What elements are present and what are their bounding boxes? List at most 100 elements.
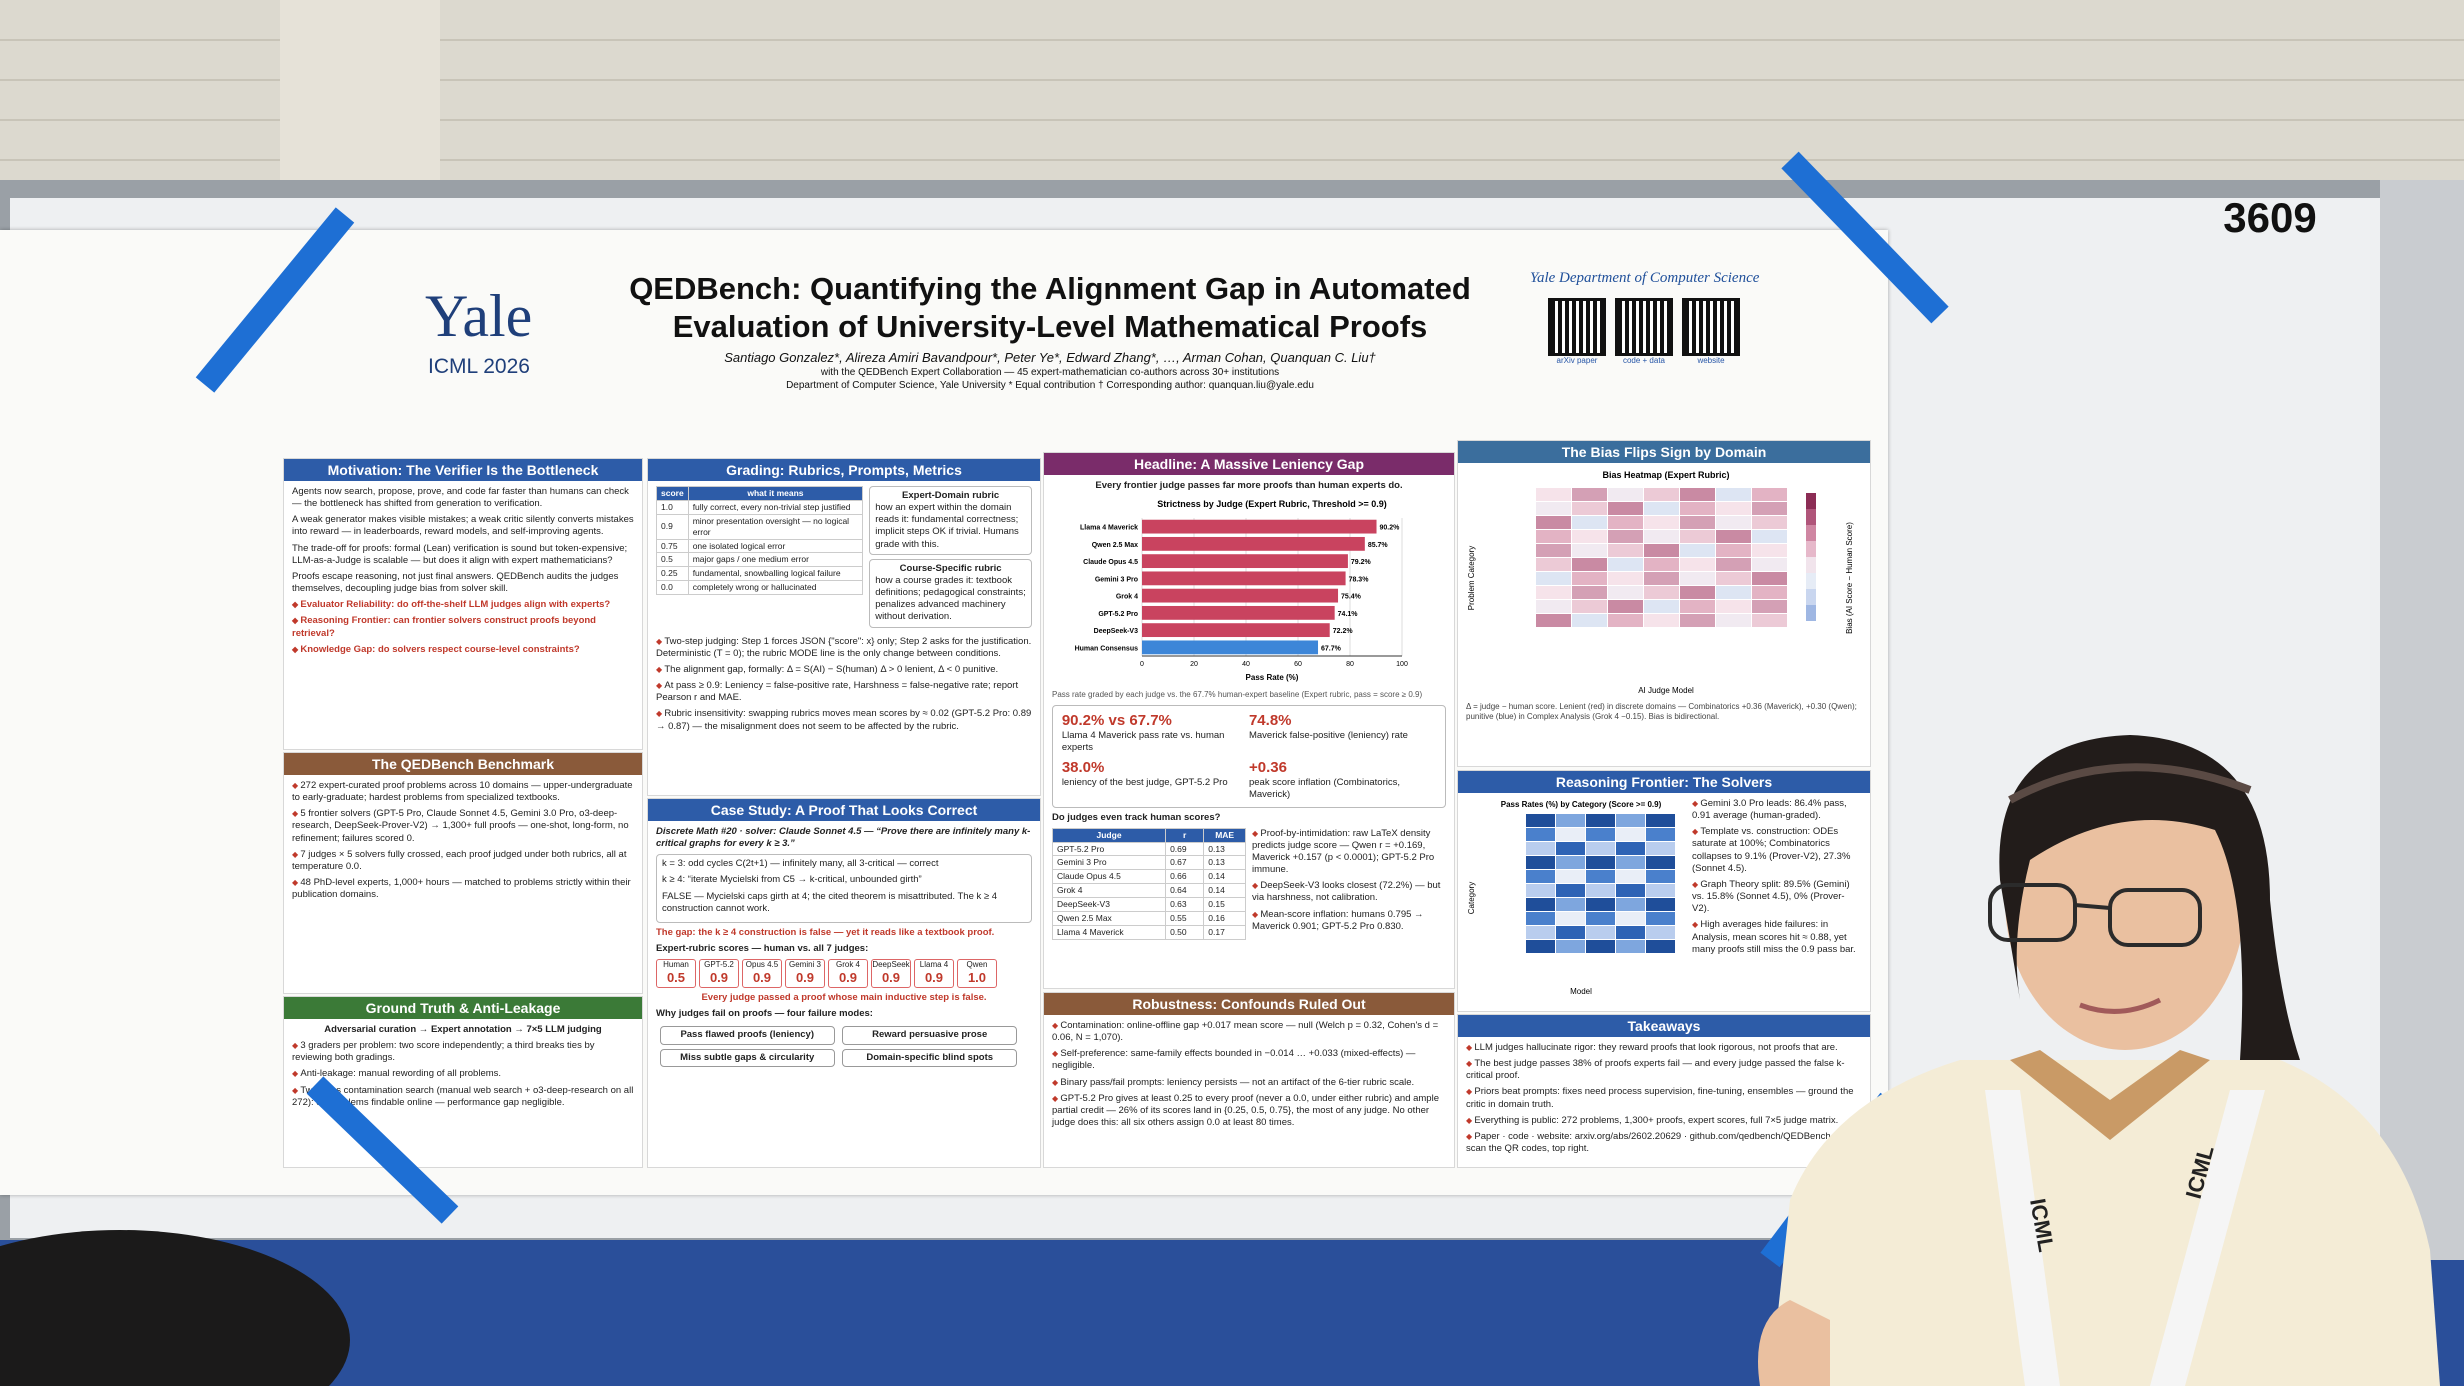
heatmap-cell	[1556, 842, 1585, 855]
heatmap-cell	[1616, 898, 1645, 911]
heatmap-cell	[1556, 926, 1585, 939]
heatmap-cell	[1752, 586, 1787, 599]
problem: Discrete Math #20 · solver: Claude Sonne…	[656, 826, 1031, 850]
heatmap-cell	[1616, 912, 1645, 925]
section-title: The QEDBench Benchmark	[284, 753, 642, 775]
heatmap-cell	[1536, 488, 1571, 501]
heatmap-cell	[1716, 530, 1751, 543]
section: Takeaways LLM judges hallucinate rigor: …	[1457, 1014, 1871, 1168]
heatmap-cell	[1536, 600, 1571, 613]
cell: 0.5	[656, 552, 689, 568]
chip-score: 1.0	[967, 970, 987, 986]
rubrics: Expert-Domain rubric how an expert within…	[869, 486, 1032, 632]
chip-score: 0.5	[666, 970, 686, 986]
colorbar	[1806, 589, 1816, 605]
heatmap-cell	[1716, 558, 1751, 571]
heatmap-cell	[1526, 884, 1555, 897]
pillar	[280, 0, 440, 200]
heatmap-cell	[1572, 544, 1607, 557]
section-title: Headline: A Massive Leniency Gap	[1044, 453, 1454, 475]
list: Contamination: online-offline gap +0.017…	[1052, 1020, 1446, 1129]
heatmap-cell	[1644, 488, 1679, 501]
section: Robustness: Confounds Ruled Out Contamin…	[1043, 992, 1455, 1168]
qr-code	[1682, 298, 1740, 356]
heatmap-cell	[1644, 558, 1679, 571]
heatmap-cell	[1526, 870, 1555, 883]
heatmap-cell	[1536, 586, 1571, 599]
chip-judge: Opus 4.5	[745, 960, 779, 970]
cell: 0.15	[1203, 897, 1246, 912]
list-item: Agents now search, propose, prove, and c…	[292, 486, 629, 510]
y-tick-label: Qwen 2.5 Max	[1092, 542, 1138, 549]
heatmap-cell	[1608, 586, 1643, 599]
cell: Qwen 2.5 Max	[1051, 910, 1167, 926]
heatmap-cell	[1526, 814, 1555, 827]
pipeline: Adversarial curation → Expert annotation…	[324, 1024, 602, 1035]
heatmap-cell	[1572, 558, 1607, 571]
heatmap-cell	[1680, 586, 1715, 599]
table-header: score what it means	[656, 486, 864, 501]
heatmap-cell	[1680, 544, 1715, 557]
heatmap-cell	[1646, 940, 1675, 953]
heatmap-cell	[1644, 530, 1679, 543]
cell: 0.16	[1203, 910, 1246, 926]
section: Case Study: A Proof That Looks Correct D…	[647, 798, 1041, 1168]
x-tick-label: 0	[1140, 661, 1144, 668]
heatmap-cell	[1572, 572, 1607, 585]
table-row: Gemini 3 Pro 0.67 0.13	[1051, 855, 1246, 871]
score-chips: Human 0.5 GPT-5.2 0.9 Opus 4.5 0.9 Gemini 3 0.9…	[656, 959, 1032, 989]
chip-score: 0.9	[924, 970, 944, 986]
data-label: 85.7%	[1368, 542, 1389, 549]
data-label: 90.2%	[1380, 525, 1401, 532]
section-body: Adversarial curation → Expert annotation…	[284, 1019, 642, 1118]
heatmap-cell	[1644, 544, 1679, 557]
table-row: 0.9 minor presentation oversight — no log…	[656, 513, 864, 540]
title: Evaluation of University-Level Mathemati…	[672, 309, 1428, 344]
heatmap-cell	[1680, 614, 1715, 627]
table-row: 0.25 fundamental, snowballing logical fai…	[656, 566, 864, 582]
data-label: 72.2%	[1333, 628, 1354, 635]
list-item: k = 3: odd cycles C(2t+1) — infinitely m…	[662, 858, 939, 870]
section-title: The Bias Flips Sign by Domain	[1458, 441, 1870, 463]
heatmap-cell	[1586, 870, 1615, 883]
heatmap-cell	[1644, 516, 1679, 529]
cell: one isolated logical error	[687, 538, 864, 554]
heatmap-cell	[1526, 856, 1555, 869]
department: Yale Department of Computer Science	[1530, 270, 1760, 286]
heatmap-cell	[1536, 558, 1571, 571]
list-item: Two-pass contamination search (manual we…	[292, 1085, 634, 1109]
heatmap-cell	[1536, 530, 1571, 543]
chip-judge: Qwen	[966, 960, 988, 970]
list: 272 expert-curated proof problems across…	[292, 780, 634, 901]
list-item: Proof-by-intimidation: raw LaTeX density…	[1252, 828, 1446, 877]
data-label: 78.3%	[1349, 577, 1370, 584]
heatmap-cell	[1572, 614, 1607, 627]
cell: major gaps / one medium error	[687, 552, 864, 568]
verdict: Every judge passed a proof whose main in…	[701, 992, 987, 1004]
heatmap-cell	[1716, 544, 1751, 557]
score-chip: Grok 4 0.9	[828, 959, 868, 989]
section-body: Pass Rates (%) by Category (Score >= 0.9…	[1458, 793, 1870, 1003]
heatmap-cell	[1616, 940, 1645, 953]
list-item: Contamination: online-offline gap +0.017…	[1052, 1020, 1446, 1044]
cell: 0.55	[1165, 910, 1205, 926]
list-item: Template vs. construction: ODEs saturate…	[1692, 826, 1862, 875]
table-row: 0.0 completely wrong or hallucinated	[656, 580, 864, 595]
y-tick-label: Claude Opus 4.5	[1083, 559, 1138, 566]
failure-modes: Pass flawed proofs (leniency) Reward pers…	[656, 1024, 1032, 1068]
cell: 0.25	[656, 566, 689, 582]
title-block: QEDBench: Quantifying the Alignment Gap …	[560, 270, 1540, 391]
list-item: Pass flawed proofs (leniency)	[659, 1026, 835, 1045]
heatmap-cell	[1586, 898, 1615, 911]
colorbar	[1806, 541, 1816, 557]
score-chip: GPT-5.2 0.9	[699, 959, 739, 989]
heatmap-cell	[1716, 516, 1751, 529]
y-label: Category	[1467, 882, 1476, 914]
y-tick-label: Gemini 3 Pro	[1095, 577, 1138, 584]
cell: 0.67	[1165, 855, 1205, 871]
y-tick-label: Llama 4 Maverick	[1080, 525, 1138, 532]
chip-judge: GPT-5.2	[704, 960, 734, 970]
list-item: The best judge passes 38% of proofs expe…	[1466, 1058, 1862, 1082]
heatmap-cell	[1752, 544, 1787, 557]
heatmap-cell	[1608, 558, 1643, 571]
